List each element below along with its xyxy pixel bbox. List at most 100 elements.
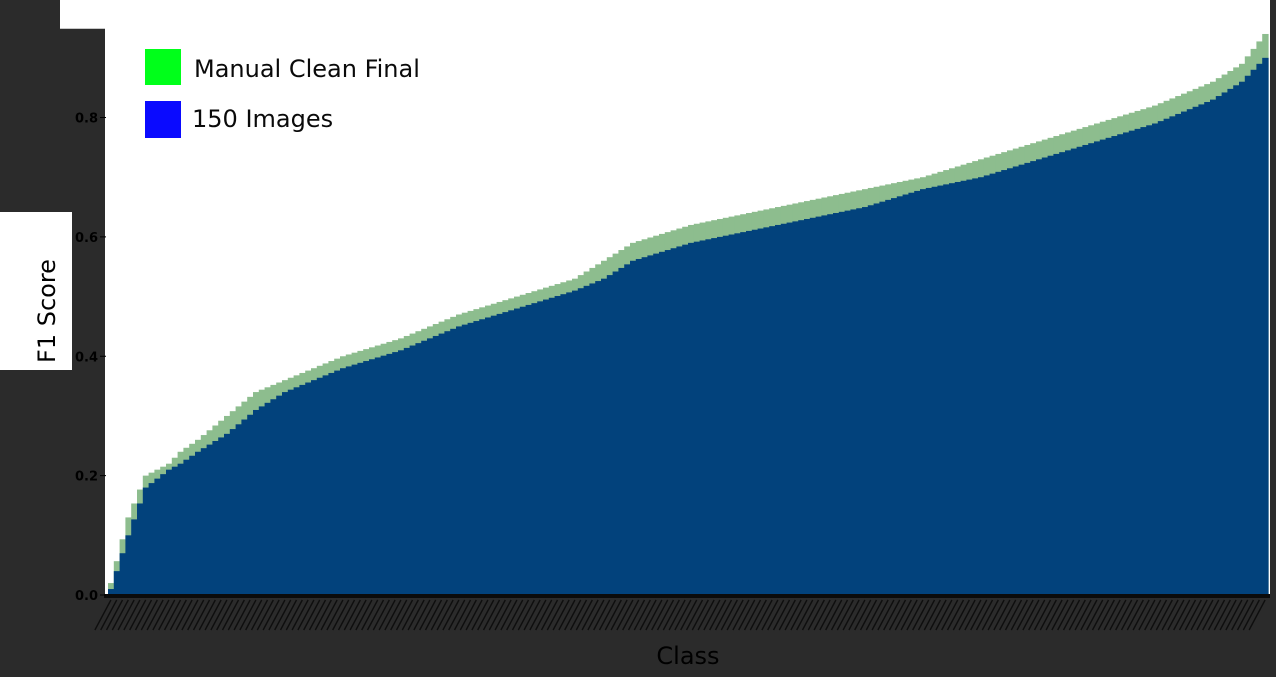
bar-150-images <box>409 345 416 595</box>
bar-150-images <box>914 190 921 595</box>
x-tick-mark <box>1178 599 1197 631</box>
x-tick-mark <box>134 599 153 631</box>
bar-150-images <box>415 343 422 595</box>
x-tick-mark <box>1022 599 1040 631</box>
x-tick-mark <box>639 599 657 631</box>
x-tick-mark <box>123 599 141 631</box>
x-tick-mark <box>999 599 1017 631</box>
x-tick-mark <box>1190 599 1208 631</box>
x-tick-mark <box>1213 599 1231 631</box>
bar-150-images <box>1157 121 1165 596</box>
bar-150-images <box>798 220 805 595</box>
bar-150-images <box>693 241 701 596</box>
bar-150-images <box>270 399 277 595</box>
bar-150-images <box>821 215 828 595</box>
x-tick-mark <box>993 599 1011 631</box>
x-tick-mark <box>581 599 599 631</box>
bar-150-images <box>543 299 550 595</box>
x-tick-mark <box>320 599 338 631</box>
bar-150-images <box>1233 85 1240 596</box>
bar-150-images <box>282 392 289 595</box>
bar-150-images <box>1204 102 1211 595</box>
x-tick-mark <box>453 599 472 631</box>
bar-150-images <box>966 179 973 595</box>
x-tick-mark <box>1126 599 1144 631</box>
bar-150-images <box>1210 99 1217 596</box>
bar-150-images <box>949 183 956 595</box>
bar-150-images <box>867 205 875 595</box>
bar-150-images <box>1163 118 1170 595</box>
bar-150-images <box>1140 127 1147 595</box>
bar-150-images <box>925 187 933 595</box>
x-tick-mark <box>900 599 918 631</box>
bar-150-images <box>502 312 509 595</box>
bar-150-images <box>891 198 898 595</box>
bar-150-images <box>1152 123 1159 596</box>
x-tick-mark <box>662 599 680 631</box>
bar-150-images <box>635 258 643 595</box>
bar-150-images <box>624 264 631 595</box>
x-tick-mark <box>366 599 385 631</box>
x-tick-mark <box>1120 599 1139 631</box>
x-tick-mark <box>616 599 634 631</box>
bar-150-images <box>305 382 312 595</box>
bar-150-images <box>827 214 834 595</box>
bar-150-images <box>1146 125 1153 595</box>
bar-150-images <box>154 478 161 595</box>
x-tick-mark <box>848 599 866 631</box>
bar-150-images <box>253 409 260 595</box>
bar-150-images <box>183 459 190 595</box>
bar-150-images <box>896 196 904 595</box>
x-tick-mark <box>645 599 663 631</box>
bar-150-images <box>519 306 527 595</box>
y-tick-label: 0.2 <box>75 470 98 485</box>
x-tick-mark <box>743 599 762 631</box>
x-tick-mark <box>308 599 327 631</box>
x-tick-mark <box>1167 599 1185 631</box>
x-tick-mark <box>146 599 164 631</box>
bar-150-images <box>606 275 614 595</box>
bar-150-images <box>856 208 863 595</box>
bar-150-images <box>299 384 306 595</box>
bar-150-images <box>496 313 503 595</box>
bar-150-images <box>995 171 1002 595</box>
bar-150-images <box>804 218 811 596</box>
x-tick-mark <box>813 599 831 631</box>
x-tick-mark <box>384 599 402 631</box>
x-tick-mark <box>697 599 715 631</box>
bar-150-images <box>537 301 544 595</box>
bar-150-images <box>380 355 387 595</box>
x-tick-mark <box>117 599 135 631</box>
bar-150-images <box>1070 148 1078 595</box>
bar-150-images <box>1053 153 1060 595</box>
bar-150-images <box>844 210 851 595</box>
x-tick-mark <box>430 599 448 631</box>
bar-150-images <box>908 192 915 596</box>
bar-150-images <box>1111 136 1118 595</box>
y-tick-label: 0.4 <box>75 350 98 365</box>
x-tick-mark <box>865 599 883 631</box>
bar-150-images <box>1192 106 1199 595</box>
bar-150-images <box>1128 130 1136 595</box>
x-tick-mark <box>1184 599 1202 631</box>
bar-150-images <box>1024 162 1031 595</box>
bar-150-images <box>1059 152 1066 595</box>
x-tick-mark <box>442 599 460 631</box>
x-tick-mark <box>627 599 646 631</box>
legend-label-manual-clean-final: Manual Clean Final <box>194 55 420 83</box>
x-tick-mark <box>100 599 118 631</box>
bar-150-images <box>1117 134 1124 596</box>
bar-150-images <box>241 419 248 595</box>
x-tick-mark <box>784 599 802 631</box>
y-ticks: 0.0 0.2 0.4 0.6 0.8 <box>75 112 106 604</box>
bar-150-images <box>862 207 869 596</box>
x-tick-mark <box>291 599 309 631</box>
x-tick-mark <box>448 599 466 631</box>
bar-150-images <box>311 380 318 595</box>
x-tick-mark <box>836 599 854 631</box>
x-tick-mark <box>529 599 547 631</box>
bar-150-images <box>316 377 324 595</box>
bar-150-images <box>1134 128 1141 595</box>
x-tick-mark <box>593 599 611 631</box>
x-tick-mark <box>413 599 431 631</box>
